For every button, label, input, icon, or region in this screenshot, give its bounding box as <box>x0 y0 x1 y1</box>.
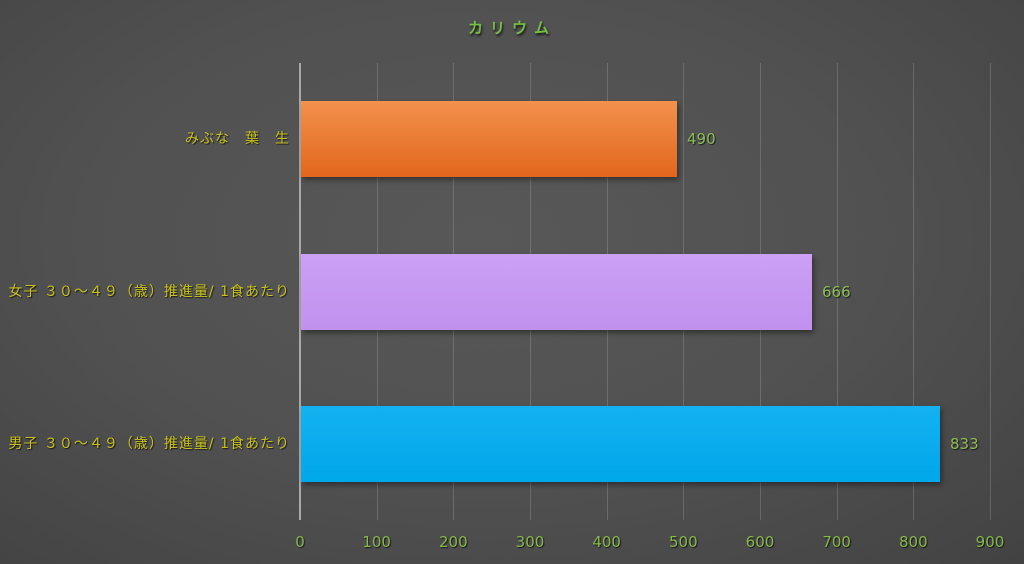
x-tick-label: 200 <box>439 533 468 551</box>
y-axis-line <box>299 63 301 520</box>
gridline-700 <box>836 63 838 520</box>
x-tick-label: 700 <box>822 533 851 551</box>
category-label: 男子 ３０～４９（歳）推進量/ 1食あたり <box>8 436 290 452</box>
x-tick-label: 900 <box>975 533 1005 551</box>
plot-area: 490 666 833 <box>299 63 991 520</box>
x-tick-label: 100 <box>362 533 391 551</box>
gridline-800 <box>913 63 915 520</box>
x-tick-label: 400 <box>592 533 621 551</box>
value-label: 833 <box>950 435 979 453</box>
x-tick-label: 0 <box>295 533 305 551</box>
value-label: 490 <box>687 130 716 148</box>
x-tick-label: 500 <box>669 533 698 551</box>
x-tick-label: 600 <box>745 533 775 551</box>
chart-title: カリウム <box>467 19 556 37</box>
gridline-900 <box>990 63 991 520</box>
bar-purple <box>301 254 812 330</box>
category-label: みぶな 葉 生 <box>185 131 290 147</box>
x-tick-label: 300 <box>515 533 545 551</box>
bar-cyan <box>301 406 940 482</box>
bar-orange <box>301 101 677 177</box>
category-label: 女子 ３０～４９（歳）推進量/ 1食あたり <box>8 284 290 300</box>
value-label: 666 <box>822 283 851 301</box>
x-tick-label: 800 <box>899 533 928 551</box>
